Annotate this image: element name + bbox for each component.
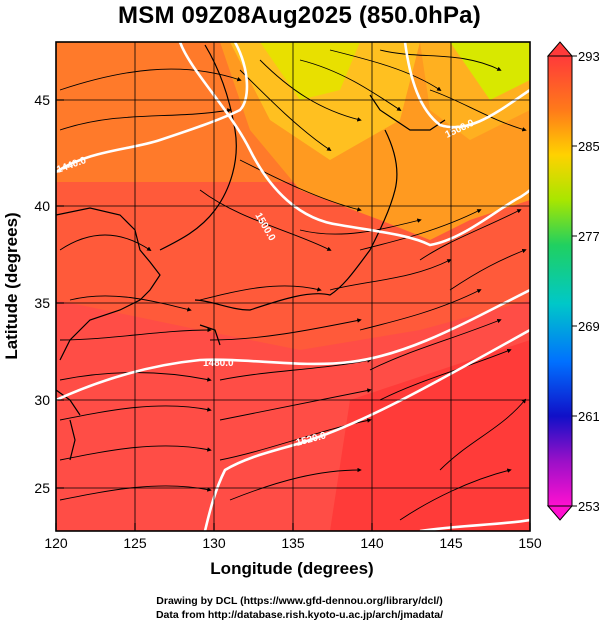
y-tick-label: 30 [34, 392, 50, 408]
y-tick-label: 25 [34, 480, 50, 496]
x-tick-label: 145 [439, 535, 463, 551]
x-tick-label: 125 [123, 535, 147, 551]
colorbar-tick-label: 277 [578, 229, 599, 244]
contour-label: 1480.0 [203, 358, 234, 369]
x-tick-label: 140 [360, 535, 384, 551]
x-tick-label: 120 [44, 535, 68, 551]
y-tick-label: 45 [34, 92, 50, 108]
map-title: MSM 09Z08Aug2025 (850.0hPa) [118, 2, 481, 29]
x-axis-label: Longitude (degrees) [210, 559, 373, 578]
colorbar-tick-label: 285 [578, 139, 599, 154]
colorbar-tick-label: 253 [578, 499, 599, 514]
streamlines [59, 49, 527, 521]
drawing-credit: Drawing by DCL (https://www.gfd-dennou.o… [156, 595, 443, 607]
grid-lines [56, 42, 530, 531]
coastlines [56, 44, 446, 461]
tick-marks [55, 99, 531, 531]
colorbar-tick-label: 269 [578, 319, 599, 334]
y-tick-label: 35 [34, 295, 50, 311]
y-axis-label: Latitude (degrees) [2, 212, 21, 359]
colorbar-tick-label: 293 [578, 49, 599, 64]
x-tick-label: 130 [202, 535, 226, 551]
x-tick-label: 135 [281, 535, 305, 551]
colorbar-tick-label: 261 [578, 409, 599, 424]
y-tick-label: 40 [34, 198, 50, 214]
x-tick-label: 150 [518, 535, 542, 551]
colorbar: 293 285 277 269 261 253 [546, 41, 599, 521]
height-contours [56, 42, 530, 531]
data-credit: Data from http://database.rish.kyoto-u.a… [155, 609, 444, 621]
